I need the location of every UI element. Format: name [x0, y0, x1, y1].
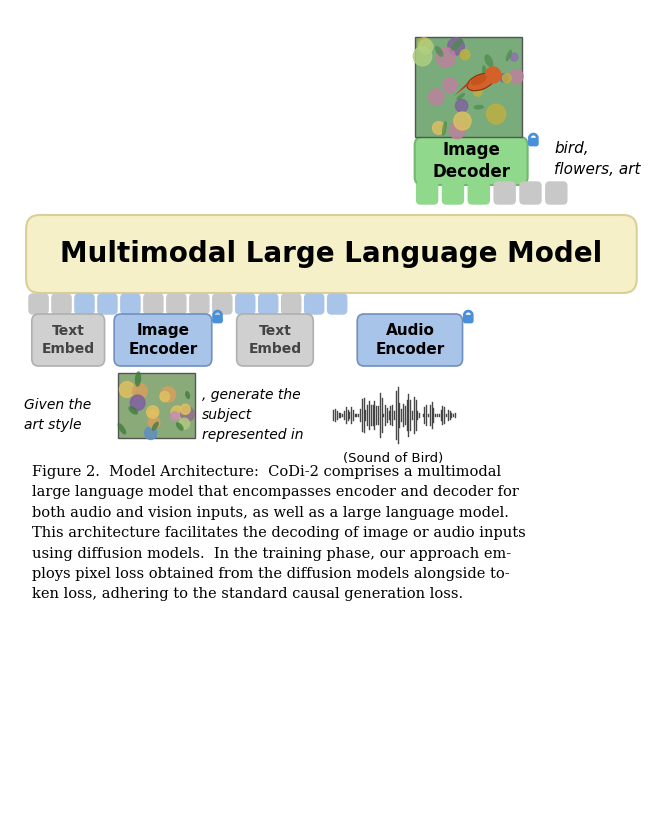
FancyBboxPatch shape: [213, 315, 222, 323]
Circle shape: [511, 53, 518, 61]
FancyBboxPatch shape: [144, 294, 163, 314]
Bar: [414, 37, 522, 137]
Text: Multimodal Large Language Model: Multimodal Large Language Model: [60, 240, 603, 268]
Circle shape: [436, 47, 455, 67]
FancyBboxPatch shape: [304, 294, 324, 314]
Circle shape: [419, 39, 433, 54]
FancyBboxPatch shape: [52, 294, 71, 314]
FancyBboxPatch shape: [328, 294, 347, 314]
Circle shape: [171, 406, 183, 418]
FancyBboxPatch shape: [528, 139, 538, 146]
FancyBboxPatch shape: [237, 314, 313, 366]
FancyBboxPatch shape: [494, 182, 515, 204]
FancyBboxPatch shape: [32, 314, 105, 366]
Circle shape: [418, 37, 430, 51]
Ellipse shape: [471, 75, 487, 85]
Ellipse shape: [482, 66, 487, 79]
Text: Text
Embed: Text Embed: [42, 325, 95, 355]
Circle shape: [119, 382, 135, 398]
Ellipse shape: [435, 46, 444, 57]
Ellipse shape: [185, 391, 190, 399]
Circle shape: [170, 412, 179, 421]
Ellipse shape: [135, 371, 141, 387]
Circle shape: [179, 418, 190, 429]
FancyBboxPatch shape: [213, 294, 232, 314]
Circle shape: [443, 78, 457, 93]
Circle shape: [133, 383, 147, 399]
FancyBboxPatch shape: [29, 294, 48, 314]
Circle shape: [180, 407, 194, 422]
Ellipse shape: [451, 38, 463, 51]
Text: Image
Encoder: Image Encoder: [129, 323, 198, 357]
Text: Figure 2.  Model Architecture:  CoDi-2 comprises a multimodal
large language mod: Figure 2. Model Architecture: CoDi-2 com…: [32, 465, 526, 601]
FancyBboxPatch shape: [463, 315, 473, 323]
Ellipse shape: [152, 422, 159, 431]
Circle shape: [473, 87, 482, 96]
Text: Image
Decoder: Image Decoder: [432, 141, 510, 181]
Circle shape: [149, 409, 157, 418]
Circle shape: [455, 100, 468, 112]
Ellipse shape: [117, 423, 126, 435]
FancyBboxPatch shape: [190, 294, 209, 314]
Ellipse shape: [442, 121, 447, 136]
Text: bird,
flowers, art: bird, flowers, art: [554, 141, 641, 177]
Ellipse shape: [456, 93, 465, 100]
Ellipse shape: [506, 50, 512, 61]
Text: Given the
art style: Given the art style: [24, 398, 91, 432]
Circle shape: [450, 123, 465, 139]
Circle shape: [448, 37, 464, 55]
FancyBboxPatch shape: [259, 294, 278, 314]
Bar: [118, 373, 194, 438]
Ellipse shape: [176, 422, 184, 431]
FancyBboxPatch shape: [235, 294, 255, 314]
FancyBboxPatch shape: [468, 182, 489, 204]
FancyBboxPatch shape: [98, 294, 117, 314]
Ellipse shape: [473, 105, 484, 110]
Circle shape: [485, 67, 501, 83]
FancyBboxPatch shape: [520, 182, 541, 204]
Text: , generate the
subject
represented in: , generate the subject represented in: [202, 388, 304, 442]
Ellipse shape: [129, 406, 138, 415]
Circle shape: [503, 74, 511, 83]
Circle shape: [147, 406, 159, 418]
Circle shape: [500, 74, 508, 82]
Circle shape: [509, 69, 523, 84]
Ellipse shape: [485, 55, 493, 67]
Circle shape: [487, 104, 506, 124]
Circle shape: [149, 417, 160, 428]
FancyBboxPatch shape: [414, 137, 528, 185]
Ellipse shape: [467, 73, 495, 90]
Circle shape: [429, 89, 444, 105]
Circle shape: [145, 427, 157, 440]
Circle shape: [432, 122, 445, 134]
Circle shape: [460, 50, 470, 60]
Text: Text
Embed: Text Embed: [249, 325, 302, 355]
FancyBboxPatch shape: [114, 314, 211, 366]
Circle shape: [150, 413, 156, 420]
FancyBboxPatch shape: [357, 314, 463, 366]
FancyBboxPatch shape: [546, 182, 567, 204]
Text: Audio
Encoder: Audio Encoder: [375, 323, 444, 357]
Circle shape: [453, 112, 471, 130]
FancyBboxPatch shape: [75, 294, 94, 314]
Circle shape: [180, 404, 190, 414]
FancyBboxPatch shape: [442, 182, 463, 204]
FancyBboxPatch shape: [282, 294, 301, 314]
FancyBboxPatch shape: [167, 294, 186, 314]
Circle shape: [413, 46, 432, 66]
Circle shape: [131, 395, 145, 410]
Circle shape: [160, 392, 170, 402]
Text: (Sound of Bird): (Sound of Bird): [343, 452, 444, 465]
Polygon shape: [454, 79, 471, 96]
Circle shape: [161, 387, 176, 402]
FancyBboxPatch shape: [416, 182, 438, 204]
FancyBboxPatch shape: [26, 215, 636, 293]
FancyBboxPatch shape: [121, 294, 140, 314]
